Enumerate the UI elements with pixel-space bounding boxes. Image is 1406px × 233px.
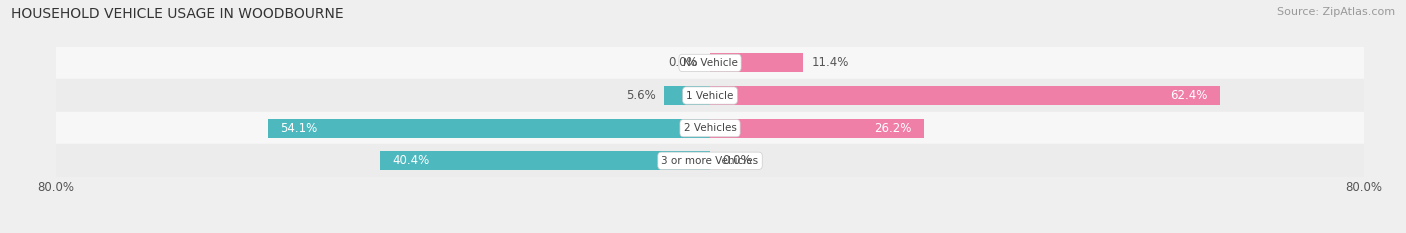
Text: HOUSEHOLD VEHICLE USAGE IN WOODBOURNE: HOUSEHOLD VEHICLE USAGE IN WOODBOURNE (11, 7, 344, 21)
Bar (56, 47, 1364, 79)
Text: 62.4%: 62.4% (1170, 89, 1208, 102)
Text: 11.4%: 11.4% (811, 56, 849, 69)
Bar (56, 112, 1364, 144)
Bar (56, 79, 1364, 112)
Text: 40.4%: 40.4% (392, 154, 429, 167)
Bar (664, 86, 710, 105)
Text: 0.0%: 0.0% (723, 154, 752, 167)
Text: 54.1%: 54.1% (280, 122, 318, 135)
Bar (56, 144, 1364, 177)
Bar (380, 151, 710, 170)
Text: Source: ZipAtlas.com: Source: ZipAtlas.com (1277, 7, 1395, 17)
Text: 5.6%: 5.6% (626, 89, 657, 102)
Text: 3 or more Vehicles: 3 or more Vehicles (661, 156, 759, 166)
Legend: Owner-occupied, Renter-occupied: Owner-occupied, Renter-occupied (579, 230, 841, 233)
Text: 2 Vehicles: 2 Vehicles (683, 123, 737, 133)
Bar (710, 119, 924, 138)
Text: 0.0%: 0.0% (668, 56, 697, 69)
Bar (710, 86, 1220, 105)
Bar (710, 53, 803, 72)
Bar (269, 119, 710, 138)
Text: 1 Vehicle: 1 Vehicle (686, 91, 734, 100)
Text: No Vehicle: No Vehicle (682, 58, 738, 68)
Text: 26.2%: 26.2% (875, 122, 912, 135)
